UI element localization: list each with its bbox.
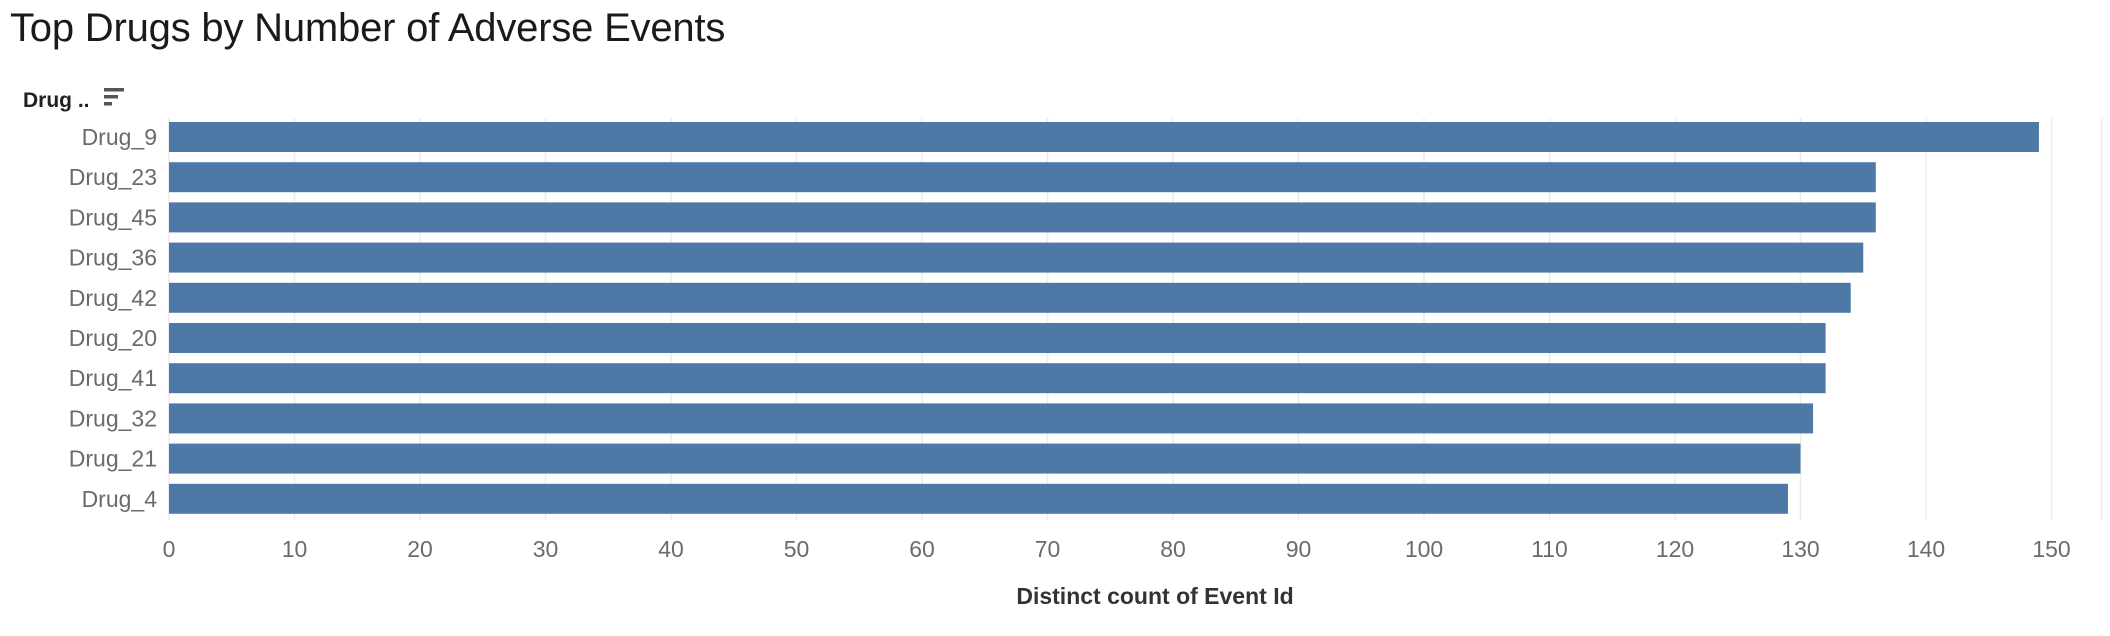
x-tick-label: 40 [658,536,684,562]
x-tick-label: 80 [1160,536,1186,562]
x-tick-label: 30 [533,536,559,562]
x-tick-label: 100 [1405,536,1443,562]
x-axis-title: Distinct count of Event Id [1016,583,1293,609]
x-tick-label: 50 [784,536,810,562]
category-label: Drug_23 [69,164,157,190]
bars [169,122,2039,514]
x-tick-label: 140 [1907,536,1945,562]
chart-title: Top Drugs by Number of Adverse Events [10,6,726,50]
bar[interactable] [169,443,1801,474]
category-labels: Drug_9 Drug_23 Drug_45 Drug_36 Drug_42 Drug_2… [69,124,157,512]
category-label: Drug_21 [69,446,157,472]
x-tick-label: 20 [407,536,433,562]
x-tick-label: 60 [909,536,935,562]
x-tick-label: 130 [1781,536,1819,562]
category-label: Drug_42 [69,285,157,311]
x-tick-label: 0 [163,536,176,562]
x-tick-label: 90 [1286,536,1312,562]
x-tick-label: 10 [282,536,308,562]
x-axis-ticks: 0 10 20 30 40 50 60 70 80 90 100 110 120 130 140 150 [163,536,2071,562]
bar[interactable] [169,282,1851,313]
category-label: Drug_32 [69,405,157,431]
row-header-label[interactable]: Drug .. [23,89,90,112]
row-header[interactable]: Drug .. [23,88,124,112]
bar[interactable] [169,162,1876,193]
sort-descending-icon[interactable] [104,88,124,106]
category-label: Drug_20 [69,325,157,351]
category-label: Drug_9 [82,124,157,150]
bar[interactable] [169,363,1826,394]
x-tick-label: 70 [1035,536,1061,562]
category-label: Drug_45 [69,204,157,230]
bar[interactable] [169,202,1876,233]
bar[interactable] [169,403,1814,434]
bar[interactable] [169,122,2039,152]
bar[interactable] [169,323,1826,353]
category-label: Drug_36 [69,245,157,271]
bar[interactable] [169,242,1864,273]
category-label: Drug_4 [82,486,158,512]
bar[interactable] [169,483,1788,514]
x-tick-label: 120 [1656,536,1694,562]
category-label: Drug_41 [69,365,157,391]
x-tick-label: 110 [1531,536,1568,562]
x-tick-label: 150 [2032,536,2070,562]
